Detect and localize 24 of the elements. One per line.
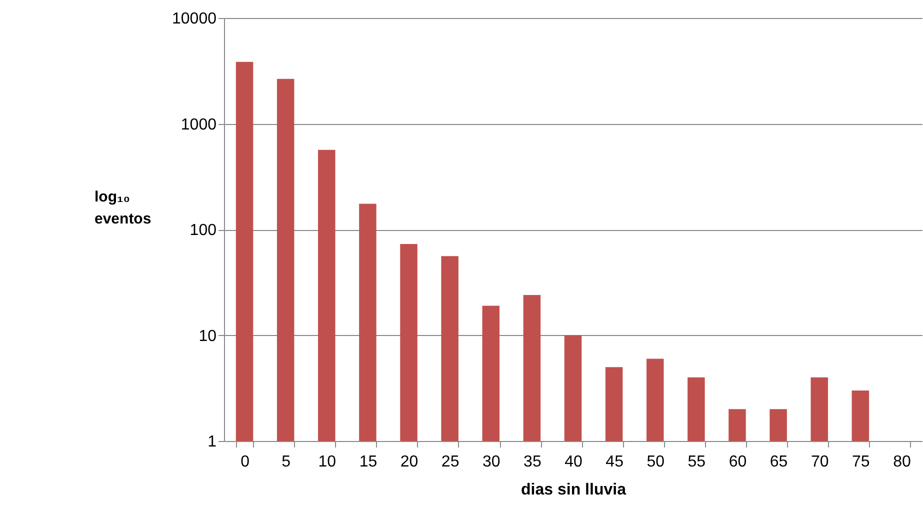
y-tick-label: 100 [190, 222, 217, 239]
x-tick-label: 20 [400, 454, 418, 470]
y-tick-label: 10 [198, 328, 217, 345]
x-tick-label: 80 [893, 454, 911, 470]
x-tick-label: 70 [810, 454, 829, 470]
y-tick-label: 1 [208, 434, 217, 450]
y-axis-title: log₁₀ eventos [94, 188, 152, 228]
x-tick-label: 10 [318, 454, 336, 470]
x-tick-label: 55 [688, 454, 706, 470]
x-tick-label: 40 [564, 454, 582, 470]
x-axis-title: dias sin lluvia [521, 482, 626, 498]
x-tick-label: 0 [240, 454, 250, 470]
x-tick-label: 30 [482, 454, 500, 470]
x-tick-label: 75 [852, 454, 870, 470]
x-tick-label: 35 [524, 454, 542, 470]
x-tick-label: 60 [728, 454, 747, 470]
x-tick-label: 25 [441, 454, 460, 470]
x-tick-label: 50 [646, 454, 665, 470]
y-tick-label: 1000 [180, 116, 217, 134]
x-tick-label: 45 [606, 454, 624, 470]
x-tick-label: 65 [770, 454, 788, 470]
x-tick-label: 15 [359, 454, 378, 470]
y-tick-label: 10000 [172, 10, 217, 28]
x-tick-label: 5 [282, 454, 291, 470]
